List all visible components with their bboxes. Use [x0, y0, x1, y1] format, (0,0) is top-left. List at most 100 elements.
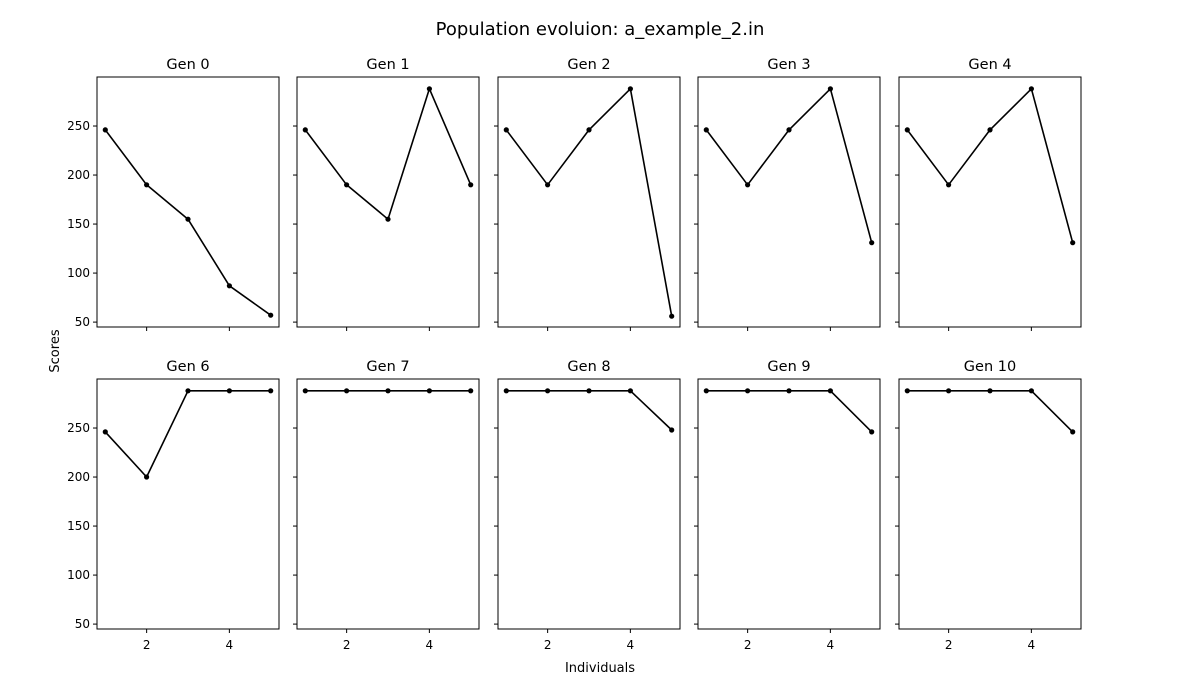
data-point — [745, 388, 751, 394]
panel-7: Gen 8 2 4 — [494, 359, 681, 652]
data-point — [1070, 429, 1076, 435]
data-point — [627, 86, 634, 92]
y-tick-label: 50 — [75, 315, 90, 329]
data-point — [468, 182, 474, 188]
panel-frame — [296, 378, 480, 630]
panel-4: Gen 4 — [895, 57, 1082, 331]
y-tick-label: 50 — [75, 617, 90, 631]
data-point — [669, 427, 675, 433]
panel-title: Gen 10 — [964, 359, 1016, 375]
panel-title: Gen 0 — [166, 57, 209, 73]
panel-frame — [96, 378, 280, 630]
data-point — [545, 182, 551, 188]
y-tick-label: 200 — [67, 168, 90, 182]
data-point — [987, 127, 993, 133]
panel-6: Gen 7 2 4 — [293, 359, 480, 652]
panel-title: Gen 1 — [366, 57, 409, 73]
panel-frame — [697, 378, 881, 630]
x-tick-label: 2 — [744, 638, 752, 652]
data-point — [144, 474, 150, 480]
y-tick-label: 200 — [67, 470, 90, 484]
x-tick-label: 4 — [226, 638, 234, 652]
panel-5: Gen 6 50 100 150 200 250 2 4 — [67, 359, 280, 652]
x-axis-label: Individuals — [565, 661, 635, 676]
x-tick-label: 4 — [827, 638, 835, 652]
data-point — [946, 182, 952, 188]
data-point — [185, 388, 191, 394]
data-point — [468, 388, 474, 394]
data-point — [987, 388, 993, 394]
data-point — [426, 86, 432, 92]
panel-3: Gen 3 — [694, 57, 881, 331]
panel-9: Gen 10 2 4 — [895, 359, 1082, 652]
x-tick-label: 2 — [143, 638, 151, 652]
data-point — [344, 388, 350, 394]
data-point — [385, 388, 391, 394]
data-point — [268, 312, 274, 318]
data-point — [869, 240, 875, 246]
y-tick-label: 100 — [67, 568, 90, 582]
panel-frame — [296, 76, 480, 328]
panel-frame — [898, 76, 1082, 328]
panel-title: Gen 9 — [767, 359, 810, 375]
y-axis-label: Scores — [48, 329, 63, 372]
data-point — [185, 216, 191, 222]
data-point — [786, 388, 792, 394]
y-tick-label: 250 — [67, 421, 90, 435]
data-point — [904, 127, 910, 133]
data-point — [1028, 86, 1034, 92]
panel-title: Gen 7 — [366, 359, 409, 375]
panel-2: Gen 2 — [494, 57, 681, 331]
data-point — [144, 182, 150, 188]
data-point — [226, 283, 232, 289]
panel-frame — [96, 76, 280, 328]
data-point — [268, 388, 274, 394]
data-point — [302, 388, 308, 394]
panel-title: Gen 3 — [767, 57, 810, 73]
panel-frame — [497, 378, 681, 630]
x-tick-label: 2 — [945, 638, 953, 652]
y-tick-label: 150 — [67, 519, 90, 533]
panel-0: Gen 0 50 100 150 200 250 — [67, 57, 280, 331]
data-point — [1028, 388, 1034, 394]
data-point — [703, 127, 709, 133]
x-tick-label: 2 — [544, 638, 552, 652]
data-point — [426, 388, 432, 394]
data-point — [586, 127, 592, 133]
panel-title: Gen 8 — [567, 359, 610, 375]
panel-frame — [497, 76, 681, 328]
data-point — [946, 388, 952, 394]
data-point — [503, 127, 509, 133]
data-point — [102, 127, 108, 133]
x-tick-label: 4 — [1028, 638, 1036, 652]
panel-title: Gen 4 — [968, 57, 1011, 73]
data-point — [226, 388, 232, 394]
data-point — [385, 216, 391, 222]
data-point — [102, 429, 108, 435]
data-point — [869, 429, 875, 435]
data-point — [545, 388, 551, 394]
data-point — [827, 86, 834, 92]
data-point — [302, 127, 308, 133]
data-point — [627, 388, 634, 394]
data-point — [745, 182, 751, 188]
y-tick-label: 250 — [67, 119, 90, 133]
y-tick-label: 100 — [67, 266, 90, 280]
panel-8: Gen 9 2 4 — [694, 359, 881, 652]
x-tick-label: 4 — [627, 638, 635, 652]
panel-1: Gen 1 — [293, 57, 480, 331]
figure-title: Population evoluion: a_example_2.in — [436, 19, 765, 40]
data-point — [344, 182, 350, 188]
panel-frame — [697, 76, 881, 328]
data-point — [503, 388, 509, 394]
data-point — [904, 388, 910, 394]
data-point — [786, 127, 792, 133]
data-point — [1070, 240, 1076, 246]
panel-title: Gen 2 — [567, 57, 610, 73]
x-tick-label: 4 — [426, 638, 434, 652]
data-point — [703, 388, 709, 394]
data-point — [669, 313, 675, 319]
